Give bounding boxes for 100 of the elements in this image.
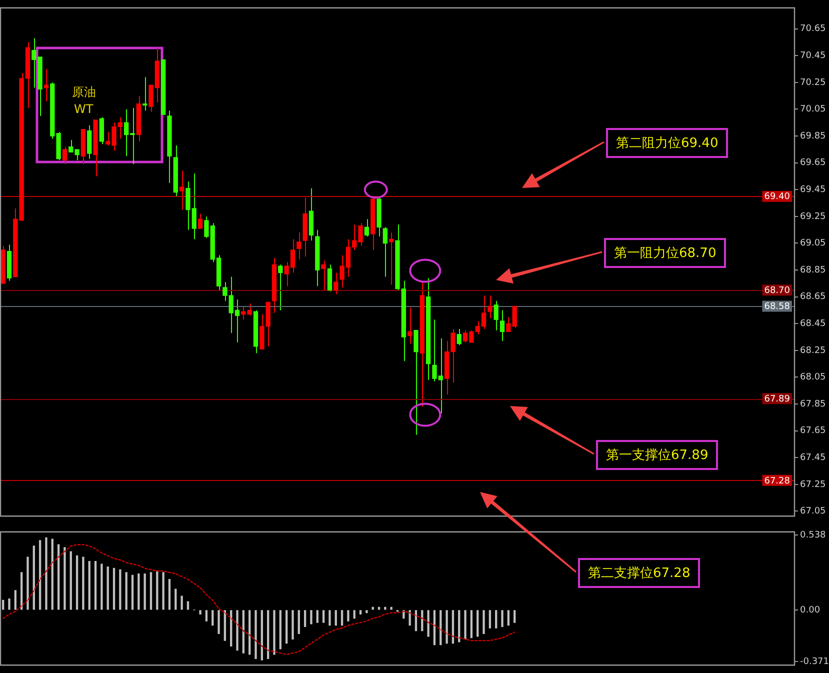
annotation: 第一阻力位68.70 xyxy=(604,238,726,268)
bar xyxy=(408,610,411,626)
bar xyxy=(372,606,374,610)
bar xyxy=(322,610,325,623)
bar xyxy=(359,610,362,614)
candlestick xyxy=(142,76,148,112)
bar xyxy=(112,568,116,610)
bar xyxy=(88,560,90,610)
bar xyxy=(100,564,103,610)
bar xyxy=(32,546,35,610)
bar xyxy=(334,610,337,626)
bar xyxy=(482,610,485,634)
candlestick xyxy=(327,264,332,292)
ref-line-label: 67.28 xyxy=(764,476,790,486)
bar xyxy=(20,572,23,610)
candlestick xyxy=(278,264,283,311)
bar xyxy=(242,610,245,654)
bar xyxy=(347,610,350,622)
bar xyxy=(433,610,436,646)
candlestick xyxy=(364,218,370,238)
bar xyxy=(174,588,177,610)
candlestick xyxy=(198,213,203,229)
annotation: 原油 xyxy=(70,84,98,101)
y-tick-label: 68.85 xyxy=(800,265,826,276)
candlestick xyxy=(321,260,326,291)
bar xyxy=(353,610,356,619)
candlestick xyxy=(456,328,462,346)
bar xyxy=(285,610,288,644)
annotation: 第二支撑位67.28 xyxy=(578,558,700,588)
candlestick xyxy=(87,124,92,160)
bar xyxy=(230,610,232,646)
bar xyxy=(162,572,164,610)
bar xyxy=(384,606,386,610)
bar xyxy=(8,598,10,610)
candlestick xyxy=(414,330,418,436)
bar xyxy=(267,610,270,659)
candlestick xyxy=(334,272,338,295)
bar xyxy=(310,610,312,624)
y-tick-label: 68.45 xyxy=(800,318,826,329)
bar xyxy=(501,610,504,627)
y-tick-label: 70.45 xyxy=(800,50,826,61)
bar xyxy=(446,610,448,644)
bar xyxy=(440,610,442,646)
candlestick xyxy=(62,146,68,165)
bar xyxy=(26,556,29,610)
bar xyxy=(378,606,380,610)
bar xyxy=(248,610,251,655)
bar xyxy=(119,569,122,610)
bar xyxy=(14,590,16,610)
bar xyxy=(180,596,183,610)
candlestick xyxy=(382,226,388,278)
candlestick xyxy=(494,300,498,331)
bar xyxy=(51,538,54,610)
y-tick-label: 67.05 xyxy=(800,506,826,517)
y-tick-label: 69.05 xyxy=(800,238,826,249)
bar xyxy=(186,601,190,610)
bar xyxy=(64,547,66,610)
y-tick-label: 69.25 xyxy=(800,212,826,222)
candlestick xyxy=(179,170,184,210)
bar xyxy=(464,610,466,640)
candlestick xyxy=(500,310,505,342)
ref-line-label: 68.70 xyxy=(764,286,790,296)
bar xyxy=(298,610,300,634)
bar xyxy=(2,600,4,610)
candlestick xyxy=(407,307,412,344)
bar xyxy=(38,540,42,610)
y-tick-label: 69.65 xyxy=(800,158,826,168)
bar xyxy=(106,566,109,610)
y-tick-label: 69.85 xyxy=(800,131,826,142)
bar xyxy=(304,610,306,627)
y-tick-label: 68.05 xyxy=(800,372,826,383)
bar xyxy=(57,544,60,610)
bar xyxy=(316,610,318,623)
bar xyxy=(131,574,134,610)
annotation: WT xyxy=(72,101,96,118)
bar xyxy=(76,555,78,610)
bar xyxy=(470,610,473,638)
bar xyxy=(273,610,276,655)
y-tick-label: 67.85 xyxy=(800,399,826,410)
ref-line-label: 67.89 xyxy=(764,394,790,405)
bar xyxy=(260,610,263,660)
bar xyxy=(390,606,392,610)
candlestick xyxy=(260,314,264,350)
y-tick-label: 68.65 xyxy=(800,292,826,302)
bar xyxy=(156,570,158,610)
y-tick-label: 68.25 xyxy=(800,346,826,356)
bar xyxy=(45,537,48,610)
bar xyxy=(168,579,171,610)
bar xyxy=(495,610,498,628)
bar xyxy=(82,556,84,610)
bar xyxy=(366,610,368,614)
line-series xyxy=(2,544,516,656)
bar xyxy=(279,610,282,650)
y-tick-label: 69.45 xyxy=(800,184,826,195)
annotation: 第一支撑位67.89 xyxy=(596,440,718,470)
bar xyxy=(488,610,492,628)
bar xyxy=(212,610,214,626)
y-tick-label: 70.25 xyxy=(800,78,826,88)
bar xyxy=(150,572,152,610)
bar xyxy=(125,572,128,610)
